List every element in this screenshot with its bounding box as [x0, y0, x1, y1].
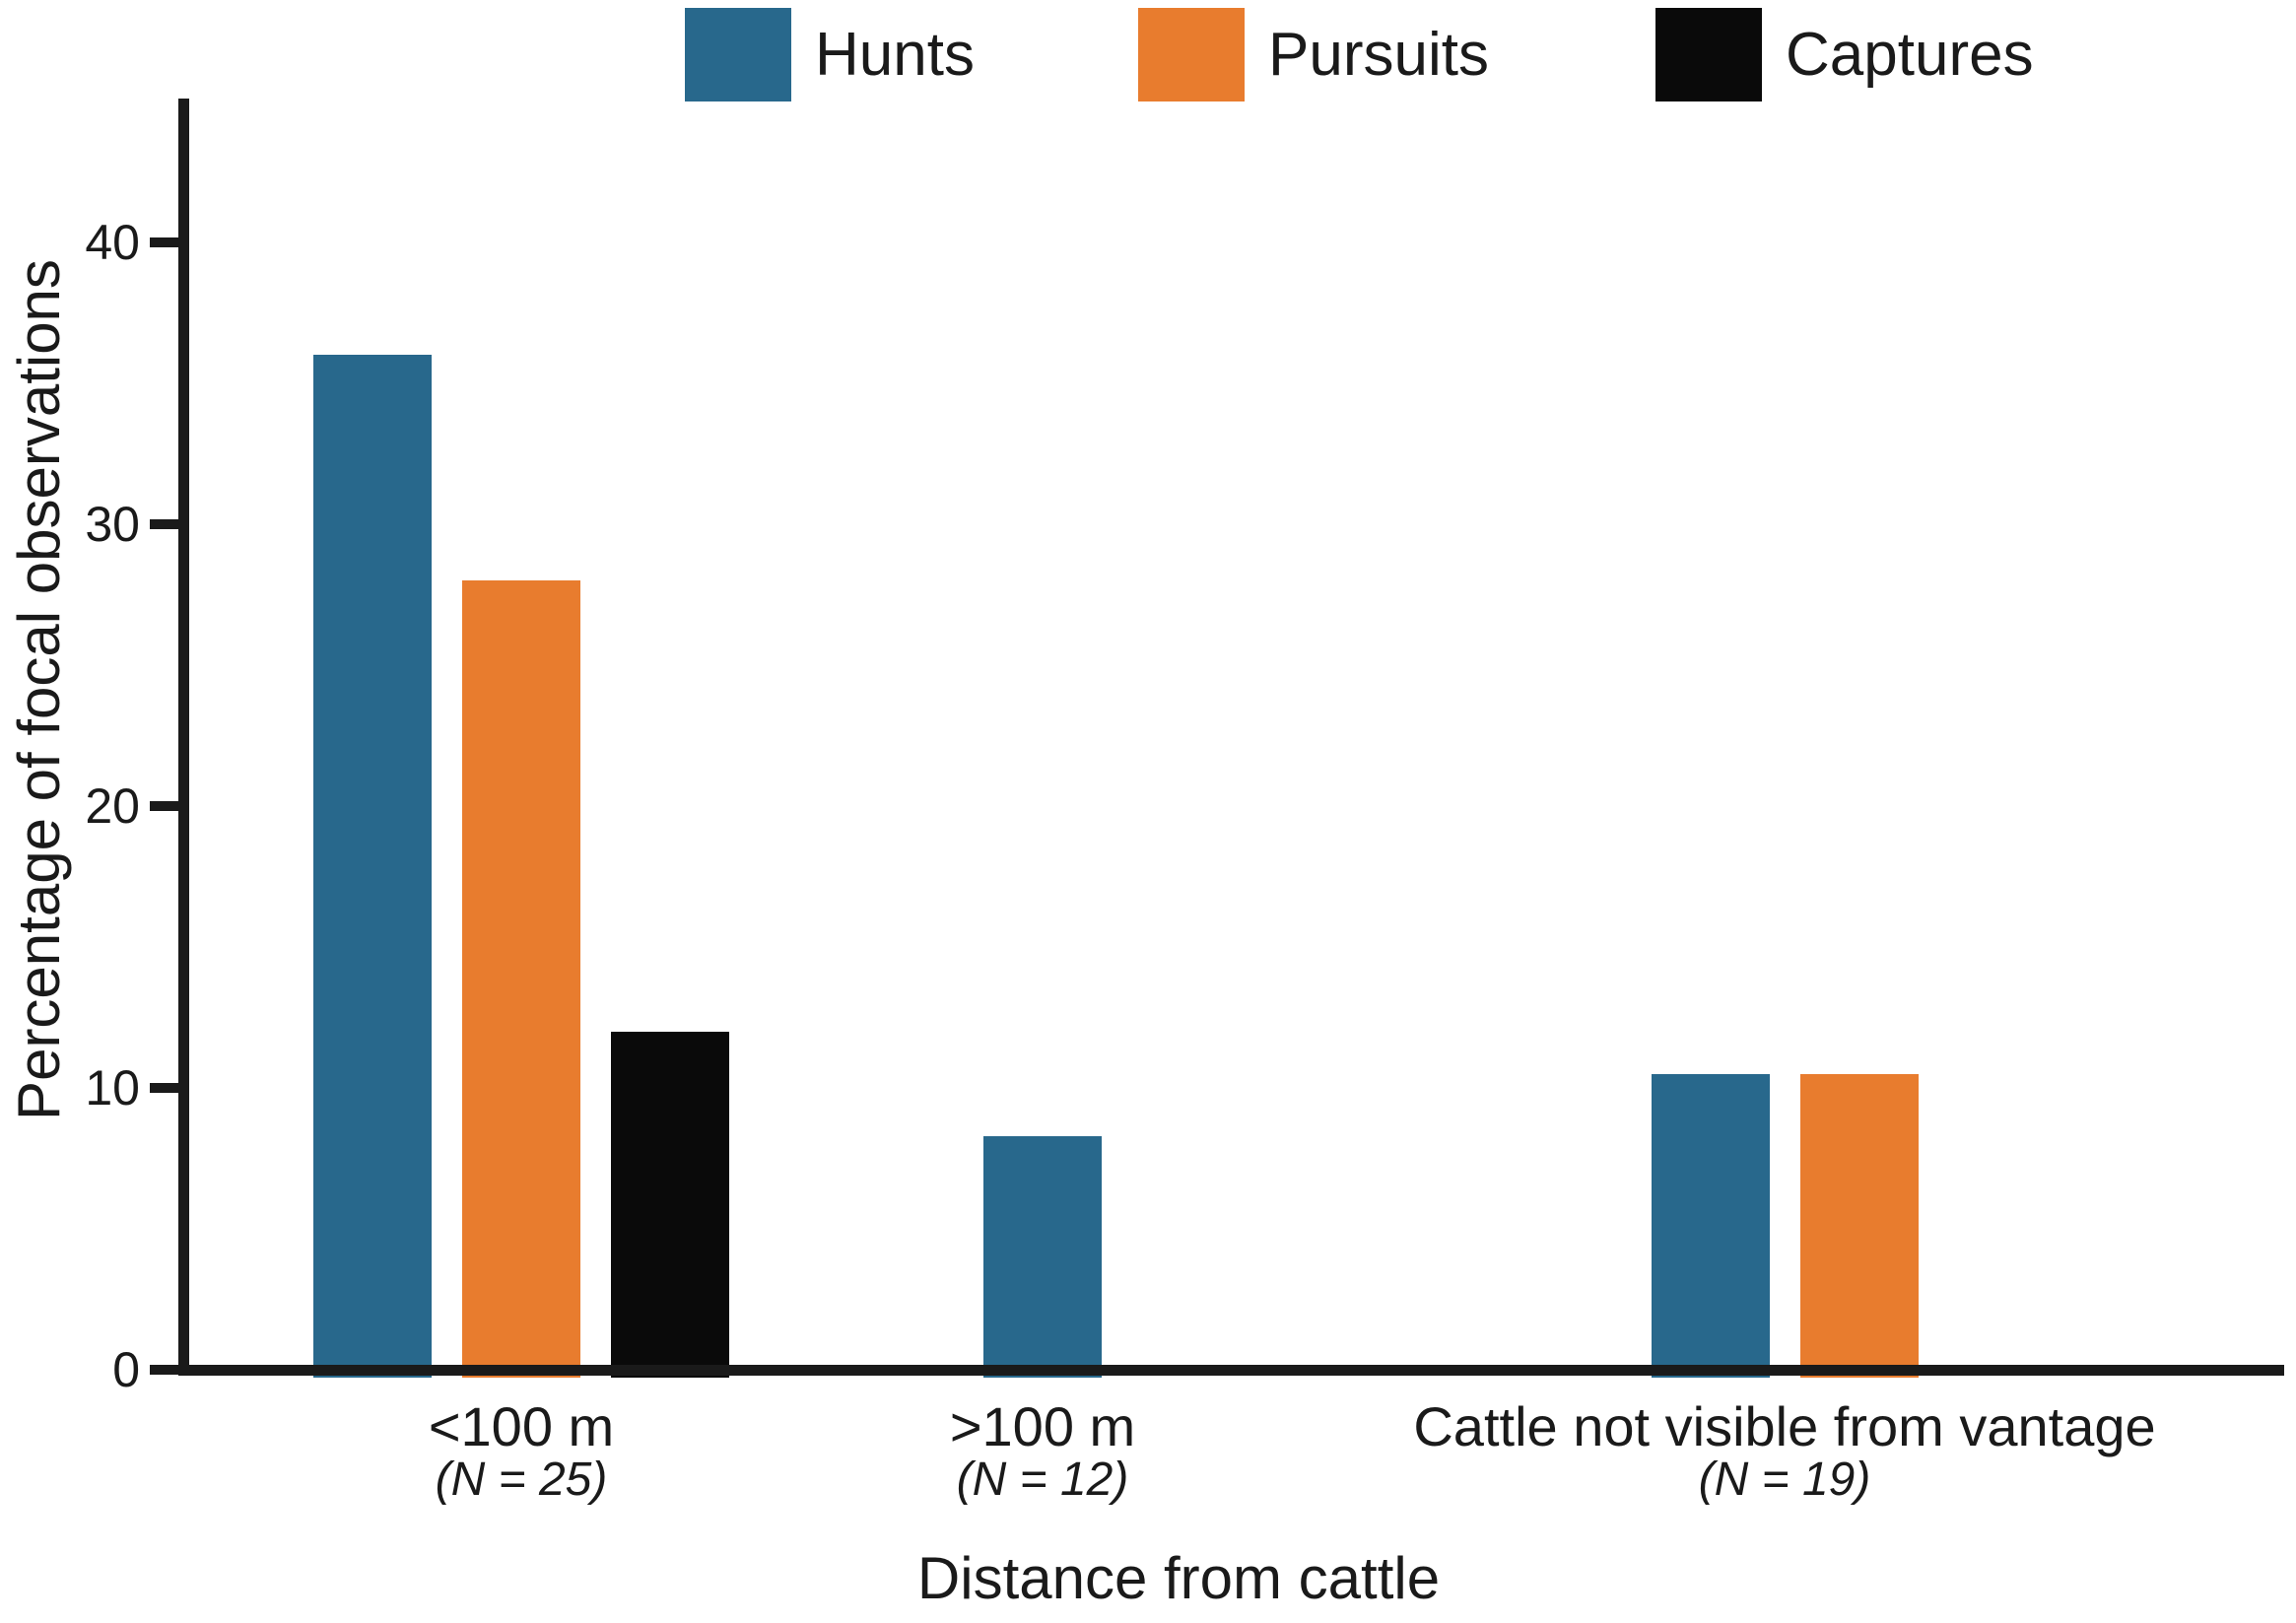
y-tick-label: 30	[85, 497, 140, 552]
legend-key-captures	[1655, 8, 1762, 101]
legend-item-hunts: Hunts	[685, 8, 975, 101]
bar-captures-100-m	[611, 1031, 729, 1378]
legend-item-captures: Captures	[1655, 8, 2034, 101]
category-n-label-cattle-not-visible-from-vantage: (N = 19)	[1698, 1454, 1871, 1506]
y-tick-label: 10	[85, 1060, 140, 1116]
bar-hunts-100-m	[313, 355, 432, 1378]
category-label-100-m: >100 m	[949, 1395, 1136, 1457]
category-label-100-m: <100 m	[428, 1395, 615, 1457]
legend-item-pursuits: Pursuits	[1138, 8, 1489, 101]
bar-pursuits-100-m	[462, 580, 580, 1378]
bar-pursuits-cattle-not-visible-from-vantage	[1799, 1073, 1919, 1378]
legend-key-pursuits	[1138, 8, 1245, 101]
legend-key-hunts	[685, 8, 791, 101]
y-tick	[150, 801, 183, 811]
bar-hunts-100-m	[983, 1135, 1102, 1378]
y-tick-label: 40	[85, 215, 140, 270]
category-label-cattle-not-visible-from-vantage: Cattle not visible from vantage	[1413, 1395, 2156, 1457]
y-tick	[150, 1083, 183, 1093]
y-tick-label: 20	[85, 778, 140, 834]
x-axis-line	[177, 1364, 2284, 1376]
y-axis-line	[177, 99, 189, 1376]
category-n-label-100-m: (N = 25)	[435, 1454, 608, 1506]
y-tick	[150, 1365, 183, 1375]
y-tick-label: 0	[112, 1342, 140, 1397]
category-n-label-100-m: (N = 12)	[956, 1454, 1129, 1506]
y-tick	[150, 519, 183, 529]
legend-label-pursuits: Pursuits	[1268, 21, 1489, 89]
legend-label-hunts: Hunts	[815, 21, 975, 89]
x-axis-title: Distance from cattle	[916, 1545, 1441, 1611]
bar-hunts-cattle-not-visible-from-vantage	[1651, 1073, 1770, 1378]
legend-label-captures: Captures	[1786, 21, 2034, 89]
y-tick	[150, 237, 183, 247]
